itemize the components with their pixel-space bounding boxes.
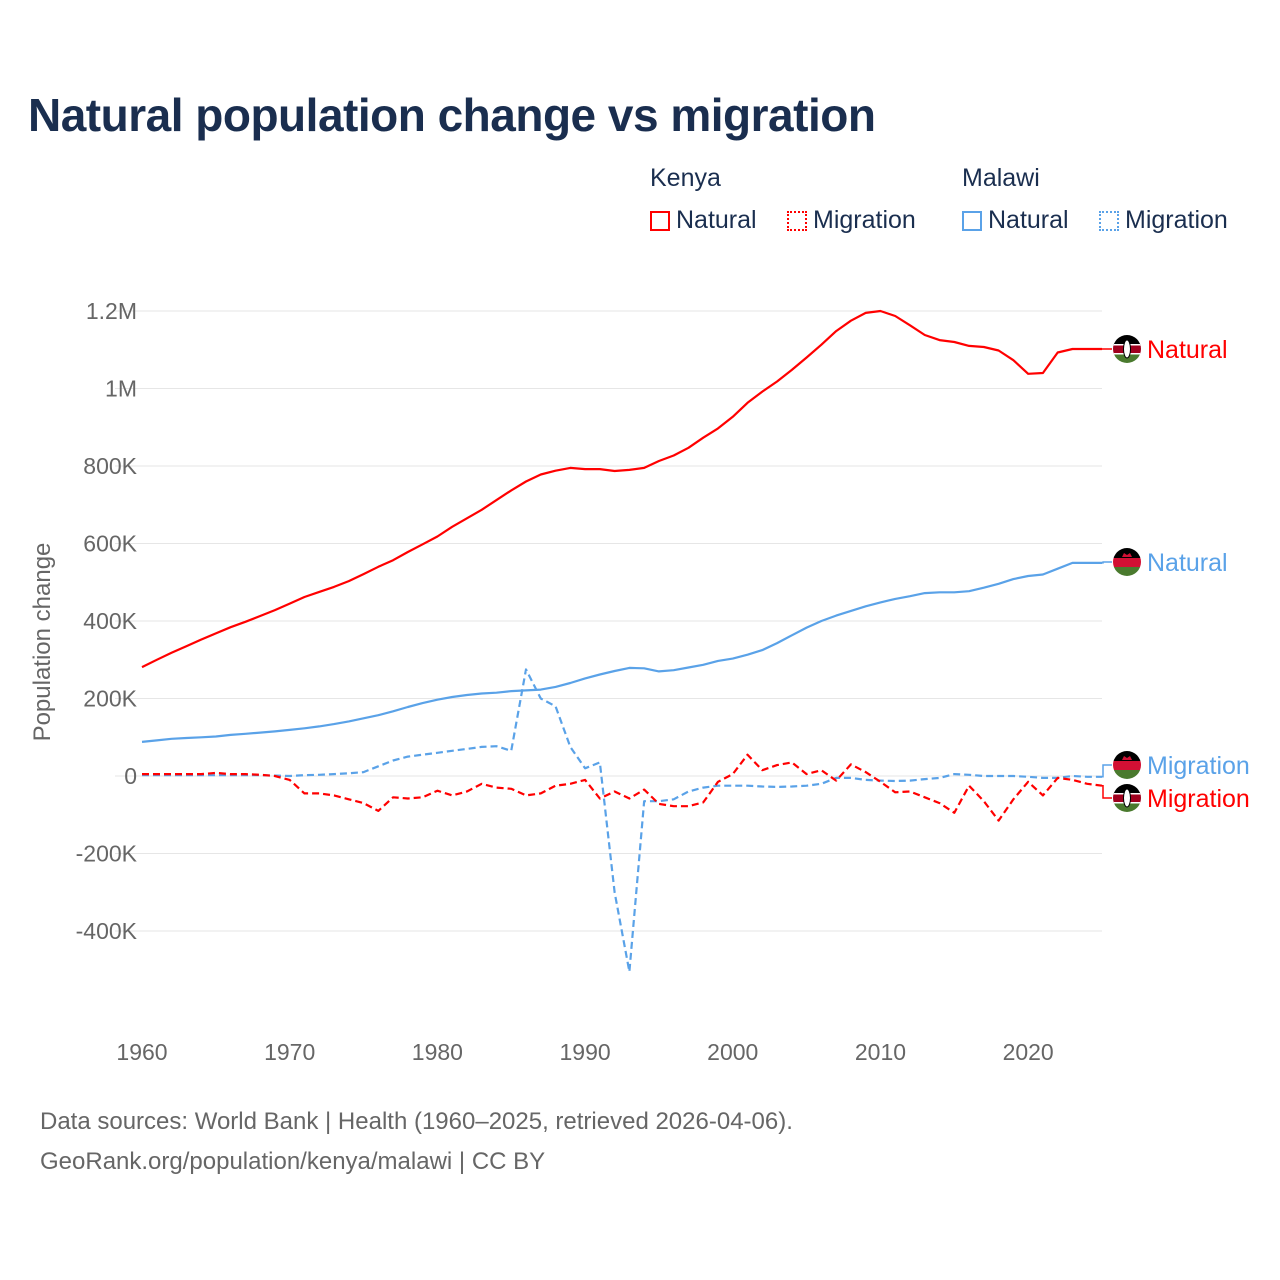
end-label-kenya-migration: Migration: [1102, 784, 1250, 813]
series-end-label: Migration: [1147, 752, 1250, 780]
footer-link[interactable]: GeoRank.org/population/kenya/malawi | CC…: [40, 1148, 546, 1175]
chart-title: Natural population change vs migration: [28, 89, 876, 141]
y-tick-label: 800K: [83, 453, 137, 479]
series-line-kenya-natural: [141, 309, 1102, 669]
legend-kenya-natural[interactable]: Natural: [650, 206, 757, 235]
legend-label: Natural: [676, 206, 757, 234]
legend-label: Natural: [988, 206, 1069, 234]
y-tick-label: 600K: [83, 531, 137, 557]
kenya-flag-icon: [1113, 784, 1141, 812]
flag-shield: [1123, 788, 1131, 808]
x-tick-label: 1990: [559, 1039, 610, 1065]
flag-stripe: [1113, 567, 1141, 576]
y-tick-label: 1.2M: [86, 298, 137, 324]
kenya-flag-icon: [1113, 335, 1141, 363]
y-tick-label: 0: [124, 763, 137, 789]
end-label-kenya-natural: Natural: [1102, 335, 1228, 364]
dotted-swatch-icon: [787, 210, 807, 231]
x-tick-label: 1970: [264, 1039, 315, 1065]
x-tick-label: 2010: [855, 1039, 906, 1065]
y-tick-label: -400K: [76, 918, 138, 944]
dotted-swatch-icon: [1099, 210, 1119, 231]
series-line-malawi-natural: [141, 561, 1102, 743]
flag-stripe: [1113, 751, 1141, 761]
flag-stripe: [1113, 770, 1141, 779]
end-label-malawi-migration: Migration: [1102, 751, 1250, 780]
legend-label: Migration: [1125, 206, 1228, 234]
leader-line: [1102, 784, 1112, 799]
series-line-kenya-migration: [142, 753, 1103, 822]
end-label-malawi-natural: Natural: [1102, 548, 1228, 577]
x-tick-label: 2020: [1003, 1039, 1054, 1065]
legend-malawi-migration[interactable]: Migration: [1099, 206, 1228, 235]
flag-stripe: [1113, 558, 1141, 567]
flag-stripe: [1113, 761, 1141, 770]
flag-stripe: [1113, 548, 1141, 558]
flag-sun: [1122, 553, 1132, 557]
malawi-flag-icon: [1113, 751, 1141, 779]
legend-label: Migration: [813, 206, 916, 234]
legend-malawi-natural[interactable]: Natural: [962, 206, 1069, 235]
x-tick-label: 1980: [412, 1039, 463, 1065]
series-end-label: Natural: [1147, 336, 1228, 364]
footer-sources: Data sources: World Bank | Health (1960–…: [40, 1108, 793, 1135]
malawi-flag-icon: [1113, 548, 1141, 576]
y-axis-label: Population change: [29, 543, 56, 742]
x-tick-label: 1960: [116, 1039, 167, 1065]
x-tick-label: 2000: [707, 1039, 758, 1065]
flag-sun: [1122, 756, 1132, 760]
legend-group-kenya: Kenya: [650, 164, 721, 192]
leader-line: [1102, 561, 1112, 564]
legend-kenya-migration[interactable]: Migration: [787, 206, 916, 235]
legend-group-malawi: Malawi: [962, 164, 1040, 192]
leader-line: [1102, 764, 1112, 778]
series-end-label: Natural: [1147, 549, 1228, 577]
solid-swatch-icon: [650, 210, 670, 231]
y-tick-label: -200K: [76, 841, 138, 867]
y-tick-label: 1M: [105, 376, 137, 402]
flag-shield: [1123, 339, 1131, 359]
solid-swatch-icon: [962, 210, 982, 231]
series-end-label: Migration: [1147, 785, 1250, 813]
series-line-malawi-migration: [142, 668, 1102, 973]
y-tick-label: 200K: [83, 686, 137, 712]
y-tick-label: 400K: [83, 608, 137, 634]
